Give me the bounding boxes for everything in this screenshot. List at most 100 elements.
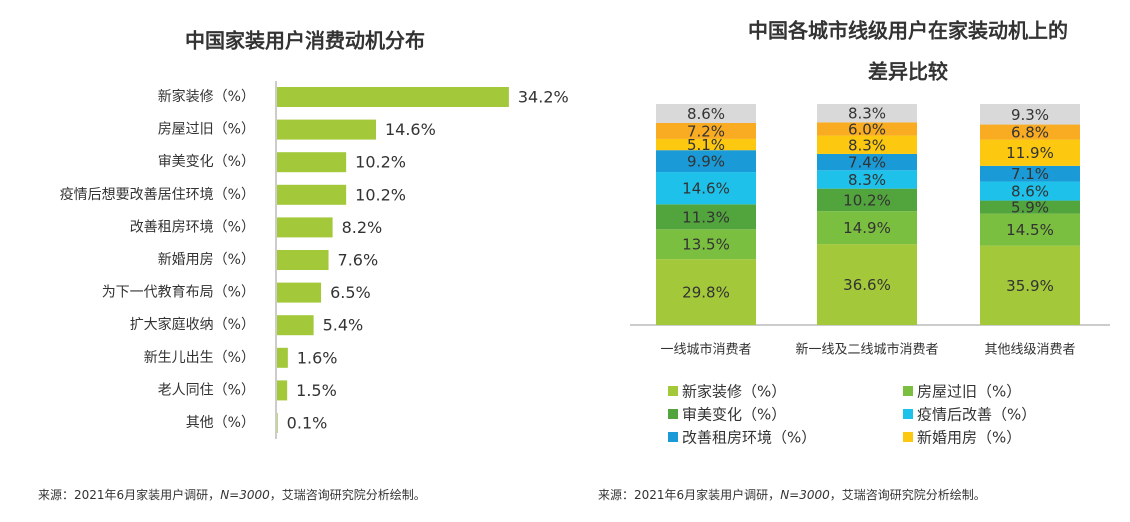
chart-title: 中国家装用户消费动机分布 bbox=[185, 29, 425, 53]
bar bbox=[277, 347, 288, 368]
value-label: 8.6% bbox=[1011, 183, 1049, 201]
legend-label: 改善租房环境（%） bbox=[682, 429, 816, 447]
legend-swatch bbox=[903, 386, 913, 396]
source-part: N=3000 bbox=[780, 488, 830, 502]
value-label: 14.5% bbox=[1006, 221, 1054, 239]
bar bbox=[277, 152, 347, 173]
value-label: 10.2% bbox=[843, 191, 891, 209]
source-note: 来源：2021年6月家装用户调研，N=3000，艾瑞咨询研究院分析绘制。 bbox=[38, 487, 426, 502]
value-label: 14.6% bbox=[385, 120, 436, 139]
category-label: 老人同住（%） bbox=[158, 382, 255, 398]
value-label: 9.3% bbox=[1011, 106, 1049, 124]
value-label: 8.3% bbox=[848, 171, 886, 189]
bar-segment bbox=[656, 138, 756, 151]
legend-label: 疫情后改善（%） bbox=[917, 406, 1036, 424]
legend-swatch bbox=[668, 432, 678, 442]
bar-segment bbox=[656, 150, 756, 173]
legend-label: 房屋过旧（%） bbox=[917, 383, 1021, 401]
bar bbox=[277, 119, 376, 140]
bar-segment bbox=[980, 165, 1080, 182]
bar-segment bbox=[817, 188, 917, 212]
bar-segment bbox=[817, 170, 917, 189]
category-label: 扩大家庭收纳（%） bbox=[130, 316, 255, 333]
bar bbox=[277, 315, 314, 336]
value-label: 9.9% bbox=[687, 153, 725, 171]
source-part: ，艾瑞咨询研究院分析绘制。 bbox=[270, 487, 426, 502]
legend-label: 新家装修（%） bbox=[682, 383, 786, 401]
value-label: 8.3% bbox=[848, 105, 886, 123]
value-label: 7.2% bbox=[687, 122, 725, 140]
bar bbox=[277, 184, 347, 205]
value-label: 13.5% bbox=[682, 236, 730, 254]
source-part: 来源：2021年6月家装用户调研， bbox=[38, 487, 220, 502]
value-label: 34.2% bbox=[518, 88, 569, 107]
value-label: 7.4% bbox=[848, 154, 886, 172]
category-label: 疫情后想要改善居住环境（%） bbox=[60, 187, 255, 203]
source-note: 来源：2021年6月家装用户调研，N=3000，艾瑞咨询研究院分析绘制。 bbox=[598, 487, 986, 502]
value-label: 6.8% bbox=[1011, 124, 1049, 142]
bar-segment bbox=[980, 139, 1080, 166]
value-label: 36.6% bbox=[843, 276, 891, 294]
bar bbox=[277, 87, 509, 107]
bar-segment bbox=[817, 153, 917, 171]
source-part: ，艾瑞咨询研究院分析绘制。 bbox=[830, 487, 986, 502]
category-label: 新家装修（%） bbox=[158, 88, 255, 105]
value-label: 8.2% bbox=[342, 218, 383, 237]
legend-swatch bbox=[903, 409, 913, 419]
legend-label: 审美变化（%） bbox=[682, 406, 786, 424]
category-label: 审美变化（%） bbox=[158, 154, 255, 170]
bar-segment bbox=[656, 172, 756, 205]
bar-segment bbox=[980, 181, 1080, 201]
value-label: 11.3% bbox=[682, 208, 730, 226]
legend-swatch bbox=[903, 432, 913, 442]
legend-swatch bbox=[668, 386, 678, 396]
bar-segment bbox=[656, 104, 756, 124]
chart-title: 差异比较 bbox=[868, 60, 948, 84]
bar-segment bbox=[980, 104, 1080, 125]
value-label: 8.6% bbox=[687, 105, 725, 123]
bar-segment bbox=[817, 244, 917, 325]
value-label: 8.3% bbox=[848, 136, 886, 154]
bar-segment bbox=[980, 124, 1080, 140]
source-part: 来源：2021年6月家装用户调研， bbox=[598, 487, 780, 502]
value-label: 1.6% bbox=[297, 348, 338, 367]
source-part: N=3000 bbox=[220, 488, 270, 502]
bar bbox=[277, 380, 288, 401]
category-label: 房屋过旧（%） bbox=[158, 122, 255, 138]
bar-segment bbox=[980, 200, 1080, 214]
value-label: 7.6% bbox=[338, 251, 379, 270]
value-label: 29.8% bbox=[682, 284, 730, 302]
category-label: 新婚用房（%） bbox=[158, 252, 255, 268]
bar-segment bbox=[980, 245, 1080, 325]
value-label: 0.1% bbox=[287, 414, 328, 433]
chart-title: 中国各城市线级用户在家装动机上的 bbox=[748, 19, 1068, 43]
value-label: 7.1% bbox=[1011, 165, 1049, 183]
bar-segment bbox=[656, 123, 756, 139]
bar-segment bbox=[817, 135, 917, 154]
bar-segment bbox=[817, 211, 917, 245]
category-label: 为下一代教育布局（%） bbox=[102, 285, 255, 301]
category-label: 新一线及二线城市消费者 bbox=[795, 342, 938, 358]
value-label: 5.9% bbox=[1011, 199, 1049, 217]
bar bbox=[277, 413, 278, 433]
bar bbox=[277, 217, 333, 238]
value-label: 6.5% bbox=[330, 283, 371, 302]
value-label: 35.9% bbox=[1006, 277, 1054, 295]
category-label: 其他线级消费者 bbox=[984, 343, 1075, 358]
bar-segment bbox=[656, 204, 756, 230]
bar-segment bbox=[817, 104, 917, 123]
category-label: 其他（%） bbox=[186, 415, 255, 431]
bar bbox=[277, 282, 322, 303]
bar-segment bbox=[656, 229, 756, 260]
value-label: 14.9% bbox=[843, 219, 891, 237]
bar bbox=[277, 250, 329, 270]
value-label: 11.9% bbox=[1006, 144, 1054, 162]
value-label: 5.1% bbox=[687, 136, 725, 154]
category-label: 一线城市消费者 bbox=[660, 342, 751, 358]
category-label: 新生儿出生（%） bbox=[144, 350, 255, 366]
value-label: 5.4% bbox=[323, 316, 364, 335]
legend-swatch bbox=[668, 409, 678, 419]
legend-label: 新婚用房（%） bbox=[917, 429, 1021, 447]
value-label: 10.2% bbox=[355, 153, 406, 172]
